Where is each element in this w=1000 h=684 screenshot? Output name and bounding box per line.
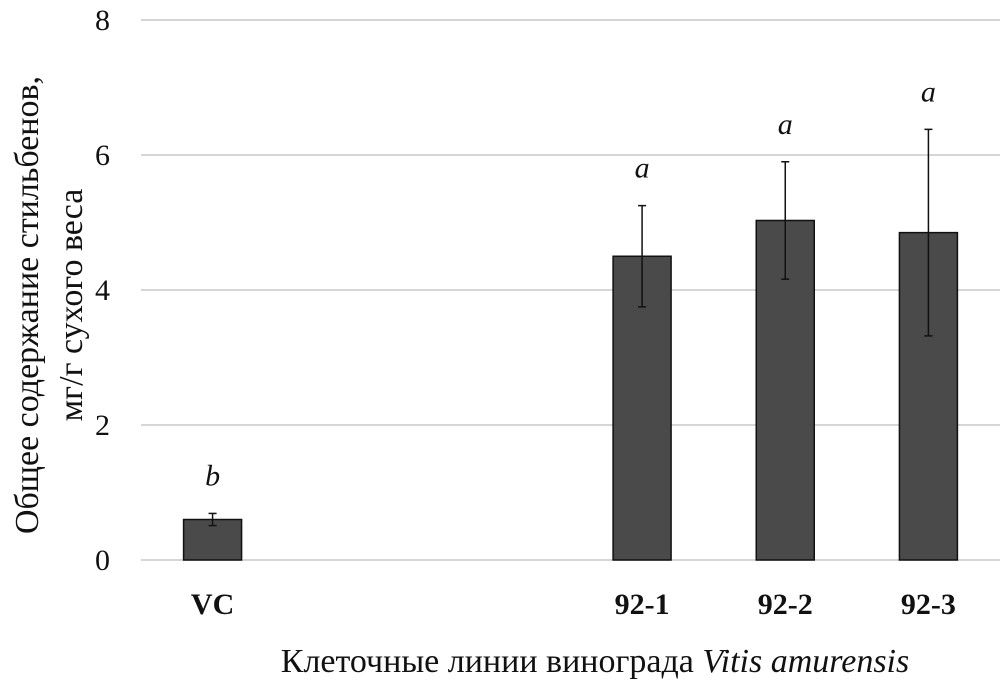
y-tick-label: 0 xyxy=(95,544,110,577)
y-tick-label: 2 xyxy=(95,409,110,442)
x-axis-title: Клеточные линии винограда Vitis amurensi… xyxy=(281,643,909,680)
gridlines xyxy=(141,19,1000,561)
bar xyxy=(612,255,672,561)
x-tick-label: 92-3 xyxy=(901,588,956,621)
bars xyxy=(182,219,959,561)
x-tick-label: 92-2 xyxy=(758,588,813,621)
significance-label: a xyxy=(778,108,793,141)
significance-label: a xyxy=(921,75,936,108)
x-tick-labels: VC 92-1 92-2 92-3 xyxy=(191,588,956,621)
significance-labels: b a a a xyxy=(205,75,936,492)
error-bars xyxy=(208,128,933,527)
x-axis-title-plain: Клеточные линии винограда xyxy=(281,643,703,680)
y-tick-label: 6 xyxy=(95,139,110,172)
x-axis-title-italic: Vitis amurensis xyxy=(702,643,909,680)
significance-label: a xyxy=(635,152,650,185)
x-tick-label: VC xyxy=(191,588,234,621)
x-tick-label: 92-1 xyxy=(615,588,670,621)
y-tick-label: 8 xyxy=(95,4,110,37)
y-tick-labels: 0 2 4 6 8 xyxy=(95,4,110,577)
y-tick-label: 4 xyxy=(95,274,110,307)
significance-label: b xyxy=(205,459,220,492)
y-axis-title-line1: Общее содержание стильбенов, xyxy=(9,76,46,534)
y-axis-title-line2: мг/г сухого веса xyxy=(53,189,90,422)
